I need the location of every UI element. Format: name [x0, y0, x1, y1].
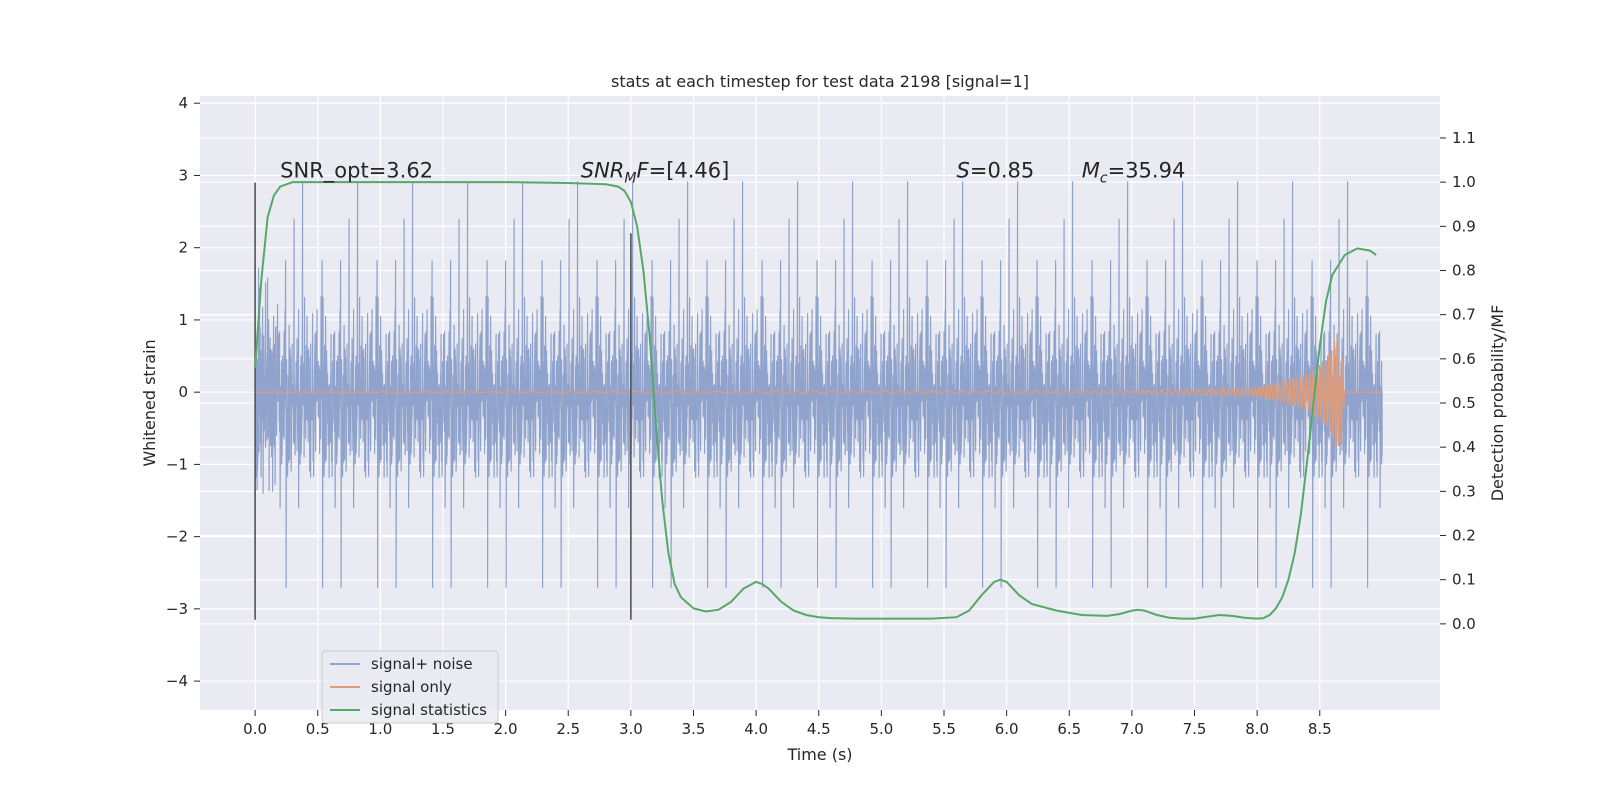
- x-tick-label: 8.5: [1308, 720, 1332, 738]
- y2-tick-label: 1.1: [1452, 129, 1476, 147]
- annotation-part: =35.94: [1108, 159, 1186, 183]
- series-signal-plus-noise: [254, 181, 1383, 588]
- legend-label-signal-only: signal only: [371, 678, 452, 696]
- y-tick-label: 4: [178, 94, 188, 112]
- annotation-subscript: c: [1100, 171, 1108, 187]
- legend: signal+ noise signal only signal statist…: [321, 650, 499, 724]
- y2-tick-label: 0.1: [1452, 571, 1476, 589]
- annotation-part: F: [637, 159, 650, 183]
- annotation-part: S: [957, 159, 970, 183]
- y2-tick-label: 0.2: [1452, 527, 1476, 545]
- x-tick-label: 1.0: [368, 720, 392, 738]
- x-tick-label: 2.5: [556, 720, 580, 738]
- annotation-snr-mf: SNRMF=[4.46]: [581, 159, 730, 187]
- chart-title: stats at each timestep for test data 219…: [611, 72, 1029, 91]
- x-tick-label: 0.0: [243, 720, 267, 738]
- y-axis-label: Whitened strain: [140, 339, 159, 466]
- y-tick-label: 0: [178, 383, 188, 401]
- y2-tick-label: 0.3: [1452, 482, 1476, 500]
- legend-label-signal-plus-noise: signal+ noise: [371, 655, 473, 673]
- y2-tick-label: 0.6: [1452, 350, 1476, 368]
- annotation-part: =[4.46]: [649, 159, 730, 183]
- x-tick-label: 6.5: [1057, 720, 1081, 738]
- x-tick-label: 4.5: [807, 720, 831, 738]
- y-tick-label: −3: [166, 600, 188, 618]
- series-signal-statistics: [254, 181, 1377, 620]
- x-tick-label: 7.0: [1120, 720, 1144, 738]
- x-tick-label: 4.0: [744, 720, 768, 738]
- y-tick-label: 2: [178, 239, 188, 257]
- annotation-snr-opt: SNR_opt=3.62: [280, 159, 433, 184]
- y-tick-label: 1: [178, 311, 188, 329]
- annotation-part: SNR: [581, 159, 625, 183]
- x-tick-label: 7.5: [1183, 720, 1207, 738]
- annotations: SNR_opt=3.62 SNRMF=[4.46] S=0.85 Mc=35.94: [280, 159, 1185, 187]
- y2-tick-label: 0.5: [1452, 394, 1476, 412]
- annotation-subscript: M: [624, 171, 636, 187]
- legend-label-signal-statistics: signal statistics: [371, 701, 487, 719]
- x-tick-label: 5.0: [869, 720, 893, 738]
- legend-box: [321, 650, 499, 724]
- y-tick-label: −4: [166, 672, 188, 690]
- x-tick-label: 1.5: [431, 720, 455, 738]
- annotation-s-val: S=0.85: [957, 159, 1035, 183]
- y2-tick-label: 0.9: [1452, 217, 1476, 235]
- x-axis-ticks: 0.0 0.5 1.0 1.5 2.0 2.5 3.0 3.5 4.0 4.5 5.0 5.5 6.0 6…: [243, 710, 1332, 738]
- y2-tick-label: 0.4: [1452, 438, 1476, 456]
- plot-content: [254, 181, 1383, 620]
- annotation-part: =0.85: [970, 159, 1034, 183]
- y-axis-ticks: −4 −3 −2 −1 0 1 2 3 4: [166, 94, 200, 690]
- x-tick-label: 0.5: [306, 720, 330, 738]
- annotation-part: SNR_opt=3.62: [280, 159, 433, 184]
- y2-tick-label: 0.8: [1452, 261, 1476, 279]
- x-tick-label: 6.0: [995, 720, 1019, 738]
- y2-tick-label: 0.7: [1452, 306, 1476, 324]
- y-tick-label: 3: [178, 166, 188, 184]
- annotation-part: M: [1082, 159, 1100, 183]
- x-tick-label: 2.0: [494, 720, 518, 738]
- y-tick-label: −1: [166, 455, 188, 473]
- y2-axis-ticks: 0.0 0.1 0.2 0.3 0.4 0.5 0.6 0.7 0.8 0.9 1.0 1.1: [1440, 129, 1476, 633]
- x-tick-label: 8.0: [1245, 720, 1269, 738]
- annotation-mc-val: Mc=35.94: [1082, 159, 1186, 187]
- x-tick-label: 5.5: [932, 720, 956, 738]
- x-tick-label: 3.5: [682, 720, 706, 738]
- x-tick-label: 3.0: [619, 720, 643, 738]
- y2-tick-label: 0.0: [1452, 615, 1476, 633]
- series-signal-only: [255, 333, 1383, 448]
- vertical-markers: [254, 182, 632, 620]
- x-axis-label: Time (s): [786, 745, 852, 764]
- y2-axis-label: Detection probability/MF: [1488, 305, 1507, 502]
- y-tick-label: −2: [166, 528, 188, 546]
- y2-tick-label: 1.0: [1452, 173, 1476, 191]
